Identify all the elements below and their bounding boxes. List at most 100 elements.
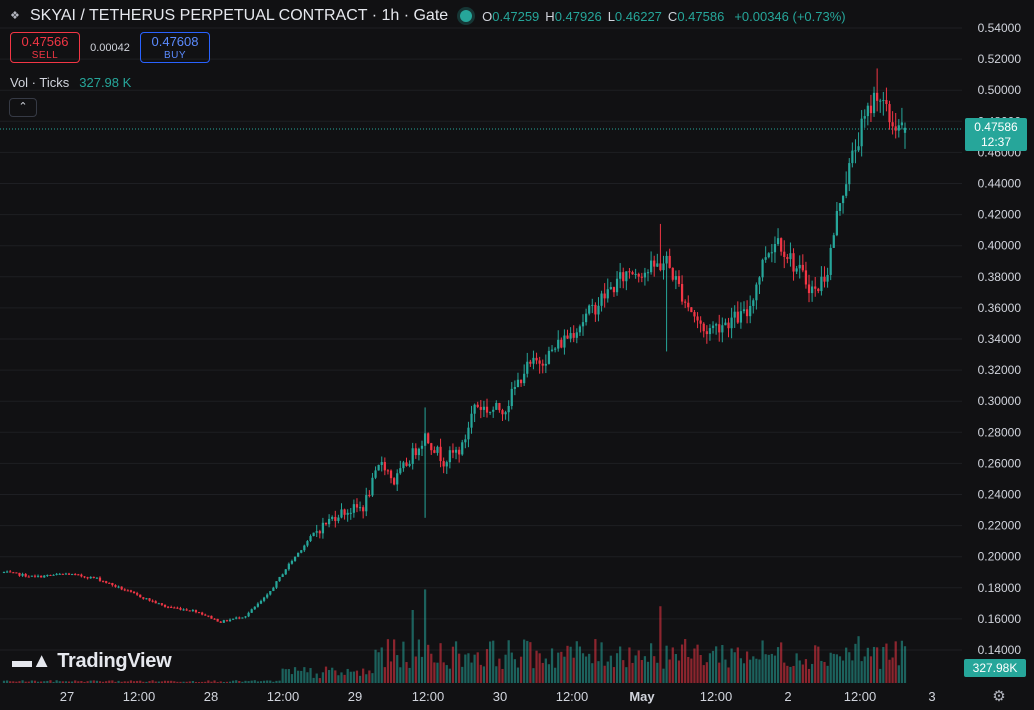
symbol-title[interactable]: SKYAI / TETHERUS PERPETUAL CONTRACT · 1h… xyxy=(30,7,449,24)
volume-bar xyxy=(752,656,755,683)
volume-bar xyxy=(690,658,693,683)
candle-body xyxy=(188,610,191,612)
candle-body xyxy=(324,522,328,525)
candle-body xyxy=(74,574,77,576)
candle-body xyxy=(179,608,182,610)
volume-bar xyxy=(640,659,643,683)
candle-body xyxy=(594,304,597,315)
candle-body xyxy=(876,92,879,101)
candle-body xyxy=(114,585,117,587)
candle-body xyxy=(826,274,829,282)
candle-body xyxy=(838,203,842,211)
candle-body xyxy=(653,260,656,267)
candle-body xyxy=(882,100,885,102)
volume-bar xyxy=(538,653,541,683)
volume-bar xyxy=(767,654,770,683)
volume-bar xyxy=(594,639,597,683)
candle-body xyxy=(767,253,770,258)
candle-body xyxy=(414,448,417,456)
volume-bar xyxy=(820,660,823,683)
candle-body xyxy=(327,518,331,525)
candle-body xyxy=(755,284,758,301)
volume-bar xyxy=(903,646,907,683)
candle-body xyxy=(724,322,727,326)
candle-body xyxy=(792,253,795,272)
settings-gear-icon[interactable]: ⚙ xyxy=(992,688,1006,705)
candle-body xyxy=(55,573,58,575)
candle-body xyxy=(349,512,352,514)
volume-bar xyxy=(36,681,40,683)
buy-button[interactable]: 0.47608 BUY xyxy=(140,32,210,63)
volume-bar xyxy=(86,681,89,683)
volume-bar xyxy=(108,680,111,683)
candle-body xyxy=(185,609,188,611)
candle-body xyxy=(83,576,86,578)
candle-body xyxy=(2,572,6,574)
candle-body xyxy=(761,259,764,278)
price-axis[interactable]: 0.540000.520000.500000.480000.460000.440… xyxy=(978,21,1022,657)
time-axis[interactable]: 27 12:00 28 12:00 29 12:00 30 12:00 May 12:00 2 12:… xyxy=(60,689,936,704)
volume-bar xyxy=(588,653,591,683)
candle-body xyxy=(380,462,383,465)
candle-body xyxy=(318,531,321,534)
y-tick-label: 0.20000 xyxy=(978,550,1022,564)
volume-bar xyxy=(123,681,126,683)
volume-bar xyxy=(151,680,154,683)
sell-button[interactable]: 0.47566 SELL xyxy=(10,32,80,63)
volume-bar xyxy=(888,659,891,683)
volume-bar xyxy=(49,680,52,683)
volume-bar xyxy=(504,654,507,683)
y-tick-label: 0.34000 xyxy=(978,332,1022,346)
candle-body xyxy=(690,307,693,313)
candle-body xyxy=(417,448,421,456)
candle-body xyxy=(312,532,315,537)
volume-bar xyxy=(572,657,575,683)
candle-body xyxy=(439,446,442,462)
volume-bar xyxy=(126,681,129,683)
volume-legend[interactable]: Vol · Ticks 327.98 K xyxy=(10,75,131,90)
candle-body xyxy=(423,433,427,446)
candle-body xyxy=(470,413,473,428)
y-tick-label: 0.32000 xyxy=(978,363,1022,377)
volume-bar xyxy=(334,670,337,683)
candle-body xyxy=(36,575,40,577)
tradingview-logo[interactable]: ▬▲ TradingView xyxy=(12,650,172,673)
volume-bar xyxy=(882,647,885,683)
candle-body xyxy=(863,116,866,119)
volume-bar xyxy=(711,650,715,683)
candle-body xyxy=(857,146,860,151)
candle-body xyxy=(758,277,761,285)
low-label: L xyxy=(607,8,615,24)
volume-bar xyxy=(393,639,396,683)
volume-bar xyxy=(501,668,504,683)
candle-body xyxy=(866,105,869,117)
candle-body xyxy=(18,572,21,576)
volume-bar xyxy=(176,681,179,683)
volume-bar xyxy=(615,653,619,683)
y-tick-label: 0.16000 xyxy=(978,612,1022,626)
candle-body xyxy=(182,609,185,611)
volume-bar xyxy=(61,681,64,683)
candle-body xyxy=(885,100,888,105)
candle-body xyxy=(145,598,148,600)
candle-body xyxy=(699,320,702,324)
volume-bar xyxy=(228,681,232,683)
volume-bar xyxy=(817,646,820,683)
volume-bar xyxy=(485,649,489,683)
volume-bar xyxy=(132,681,136,683)
volume-bar xyxy=(625,667,628,683)
x-tick-label: 12:00 xyxy=(556,689,589,704)
volume-bar xyxy=(303,667,306,683)
volume-bar xyxy=(801,664,804,683)
volume-bar xyxy=(876,647,879,683)
volume-bar xyxy=(315,673,318,683)
volume-bar xyxy=(396,655,399,683)
candle-body xyxy=(891,122,894,127)
volume-bars xyxy=(2,589,907,683)
collapse-legend-button[interactable]: ⌃ xyxy=(9,98,37,117)
candle-body xyxy=(123,589,126,591)
volume-bar xyxy=(9,681,12,683)
volume-bar xyxy=(829,652,832,683)
y-tick-label: 0.26000 xyxy=(978,456,1022,470)
